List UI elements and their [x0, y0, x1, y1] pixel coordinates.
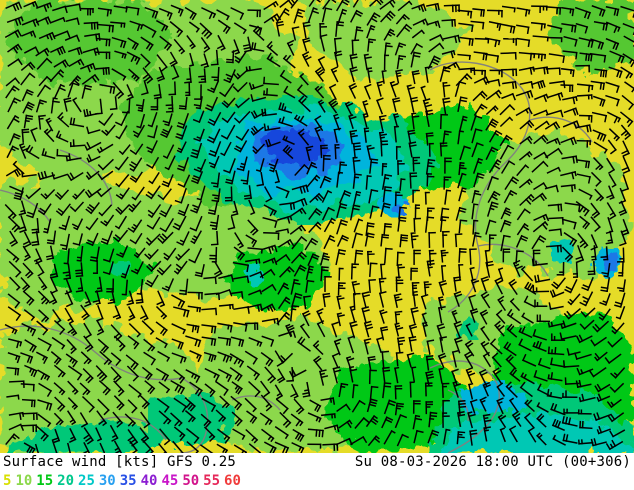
legend-tick-5: 5 — [3, 473, 12, 489]
legend-tick-35: 35 — [119, 473, 137, 489]
legend-tick-40: 40 — [140, 473, 158, 489]
model-run-timestamp: Su 08-03-2026 18:00 UTC (00+306) — [354, 454, 631, 470]
wind-barb-layer — [4, 0, 634, 453]
wind-speed-legend: 5 10 15 20 25 30 35 40 45 50 55 60 — [3, 473, 241, 489]
legend-tick-30: 30 — [98, 473, 116, 489]
legend-tick-20: 20 — [57, 473, 75, 489]
legend-tick-45: 45 — [161, 473, 179, 489]
legend-tick-10: 10 — [15, 473, 33, 489]
map-title: Surface wind [kts] GFS 0.25 — [3, 454, 236, 470]
map-canvas[interactable] — [0, 0, 634, 453]
map-footer: Surface wind [kts] GFS 0.25 Su 08-03-202… — [0, 453, 634, 490]
legend-tick-50: 50 — [182, 473, 200, 489]
legend-tick-60: 60 — [224, 473, 241, 489]
footer-title-row: Surface wind [kts] GFS 0.25 Su 08-03-202… — [0, 453, 634, 473]
legend-tick-15: 15 — [36, 473, 54, 489]
legend-tick-55: 55 — [203, 473, 221, 489]
legend-tick-25: 25 — [78, 473, 95, 489]
